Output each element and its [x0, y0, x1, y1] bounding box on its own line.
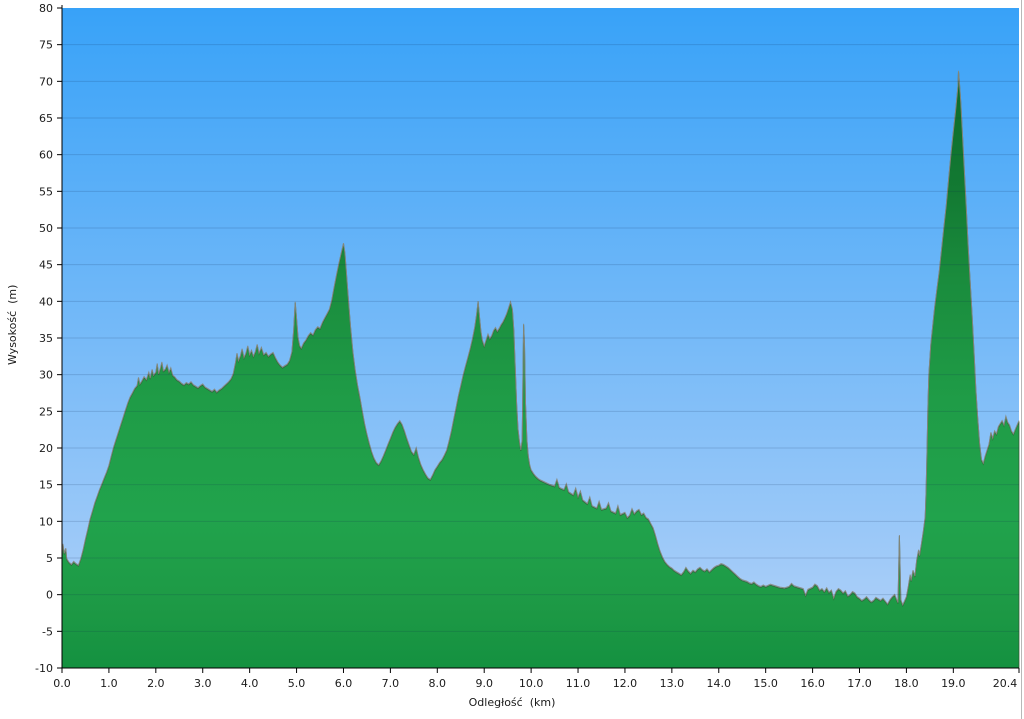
y-tick-label: 60 — [39, 149, 53, 162]
x-tick-label: 8.0 — [429, 677, 447, 690]
y-tick-label: 0 — [46, 589, 53, 602]
y-tick-label: 40 — [39, 295, 53, 308]
x-tick-label: 0.0 — [53, 677, 71, 690]
x-tick-label: 6.0 — [335, 677, 353, 690]
y-tick-label: 55 — [39, 185, 53, 198]
y-tick-label: 65 — [39, 112, 53, 125]
x-tick-label: 9.0 — [475, 677, 493, 690]
y-tick-label: 10 — [39, 515, 53, 528]
y-tick-label: 75 — [39, 39, 53, 52]
right-border-line — [1021, 0, 1022, 719]
x-tick-label: 19.0 — [941, 677, 966, 690]
x-tick-label: 12.0 — [613, 677, 638, 690]
y-tick-label: 30 — [39, 369, 53, 382]
y-axis-title: Wysokość (m) — [6, 284, 19, 365]
y-tick-label: 35 — [39, 332, 53, 345]
x-tick-label: 1.0 — [100, 677, 118, 690]
y-tick-label: 45 — [39, 259, 53, 272]
x-tick-label: 14.0 — [707, 677, 732, 690]
x-tick-label: 13.0 — [660, 677, 685, 690]
x-tick-label: 7.0 — [382, 677, 400, 690]
y-tick-label: 20 — [39, 442, 53, 455]
x-tick-label: 18.0 — [894, 677, 919, 690]
y-tick-label: 25 — [39, 405, 53, 418]
y-tick-label: -5 — [42, 625, 53, 638]
x-axis-title: Odległość (km) — [468, 696, 556, 709]
x-tick-label: 11.0 — [566, 677, 591, 690]
y-tick-label: 5 — [46, 552, 53, 565]
y-tick-label: 80 — [39, 2, 53, 15]
x-tick-label: 16.0 — [800, 677, 825, 690]
x-tick-label: 2.0 — [147, 677, 165, 690]
x-tick-label: 20.4 — [993, 677, 1018, 690]
x-tick-label: 15.0 — [753, 677, 778, 690]
y-tick-label: 70 — [39, 75, 53, 88]
x-tick-label: 4.0 — [241, 677, 259, 690]
x-tick-label: 5.0 — [288, 677, 306, 690]
x-tick-label: 10.0 — [519, 677, 544, 690]
y-tick-label: -10 — [35, 662, 53, 675]
surface-noise-line — [61, 70, 1020, 606]
x-tick-label: 17.0 — [847, 677, 872, 690]
x-tick-label: 3.0 — [194, 677, 212, 690]
y-tick-label: 15 — [39, 479, 53, 492]
y-tick-label: 50 — [39, 222, 53, 235]
